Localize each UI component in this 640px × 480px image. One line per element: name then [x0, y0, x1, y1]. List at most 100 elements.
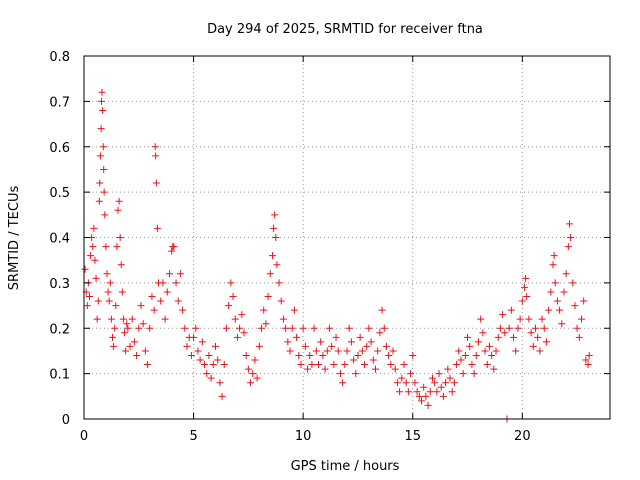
data-point	[376, 329, 384, 337]
data-point	[128, 315, 136, 323]
data-point	[157, 297, 165, 305]
data-point	[100, 188, 108, 196]
data-point	[521, 283, 529, 291]
data-point	[433, 388, 441, 396]
data-point	[126, 342, 134, 350]
data-point	[165, 270, 173, 278]
data-point	[270, 224, 278, 232]
data-point	[578, 315, 586, 323]
data-point	[531, 324, 539, 332]
data-point	[275, 279, 283, 287]
data-point	[98, 88, 106, 96]
data-point	[203, 370, 211, 378]
data-point	[97, 125, 105, 133]
data-point	[91, 256, 99, 264]
data-point	[99, 106, 107, 114]
data-point	[104, 288, 112, 296]
data-point	[152, 179, 160, 187]
x-axis-title: GPS time / hours	[291, 459, 400, 474]
data-point	[516, 315, 524, 323]
data-point	[560, 288, 568, 296]
data-point	[556, 306, 564, 314]
data-point	[107, 315, 115, 323]
data-point	[299, 324, 307, 332]
data-point	[409, 351, 417, 359]
data-point	[475, 338, 482, 346]
data-point	[527, 329, 535, 337]
data-point	[301, 342, 309, 350]
data-point	[192, 324, 200, 332]
data-point	[198, 338, 206, 346]
data-point	[268, 252, 276, 260]
data-point	[470, 370, 478, 378]
data-point	[468, 361, 476, 369]
data-point	[310, 324, 318, 332]
data-point	[492, 347, 500, 355]
data-point	[455, 347, 463, 355]
data-point	[242, 351, 250, 359]
data-point	[293, 333, 301, 341]
data-point	[174, 297, 182, 305]
data-point	[111, 324, 119, 332]
data-point	[253, 374, 261, 382]
data-point	[110, 342, 118, 350]
data-point	[339, 379, 347, 387]
data-point	[288, 324, 296, 332]
data-point	[391, 365, 399, 373]
chart-title: Day 294 of 2025, SRMTID for receiver ftn…	[207, 22, 483, 37]
data-point	[336, 370, 344, 378]
x-tick-label: 15	[404, 429, 421, 444]
y-tick-label: 0	[62, 413, 70, 428]
data-point	[446, 374, 454, 382]
data-point	[343, 347, 351, 355]
data-point	[272, 234, 280, 241]
data-point	[481, 347, 489, 355]
data-point	[240, 329, 248, 337]
x-tick-label: 10	[295, 429, 312, 444]
data-point	[118, 288, 126, 296]
data-point	[398, 374, 406, 382]
data-point	[115, 197, 123, 205]
data-point	[514, 324, 522, 332]
data-point	[345, 324, 353, 332]
data-point	[315, 361, 323, 369]
data-point	[387, 361, 395, 369]
data-point	[501, 329, 509, 337]
data-point	[459, 370, 467, 378]
data-point	[179, 306, 187, 314]
data-point	[236, 324, 244, 332]
data-point	[567, 234, 575, 241]
data-point	[172, 279, 180, 287]
data-point	[525, 315, 533, 323]
data-point	[369, 356, 377, 364]
data-point	[271, 211, 279, 219]
data-point	[334, 347, 342, 355]
data-point	[347, 338, 355, 346]
data-point	[108, 333, 116, 341]
data-point	[255, 342, 263, 350]
ticks	[83, 55, 610, 420]
data-point	[260, 306, 268, 314]
data-point	[99, 143, 107, 151]
data-point	[123, 320, 131, 328]
data-point	[547, 288, 555, 296]
data-point	[308, 361, 316, 369]
data-point	[580, 297, 588, 305]
data-point	[258, 324, 266, 332]
data-point	[529, 342, 537, 350]
data-point	[358, 347, 366, 355]
x-tick-label: 5	[189, 429, 197, 444]
data-point	[496, 324, 504, 332]
data-point	[119, 315, 127, 323]
data-point	[512, 347, 520, 355]
data-point	[148, 292, 156, 300]
data-point	[282, 324, 290, 332]
data-point	[151, 143, 159, 151]
data-point	[494, 333, 502, 341]
data-point	[304, 365, 312, 373]
data-point	[273, 261, 281, 269]
data-point	[190, 333, 198, 341]
data-point	[141, 347, 149, 355]
data-point	[328, 342, 336, 350]
y-tick-label: 0.4	[49, 232, 70, 247]
